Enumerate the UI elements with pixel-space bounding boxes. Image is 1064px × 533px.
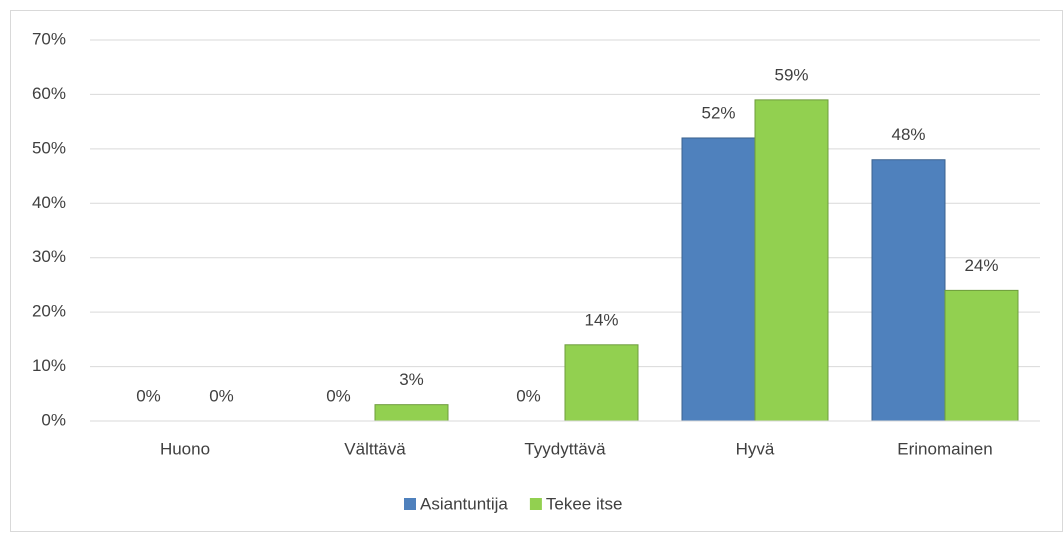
- bar: [681, 137, 756, 422]
- data-label: 0%: [516, 386, 541, 405]
- bar: [754, 99, 829, 422]
- x-tick-label: Erinomainen: [897, 439, 992, 458]
- data-label: 59%: [774, 65, 808, 84]
- data-label: 0%: [136, 386, 161, 405]
- data-label: 0%: [326, 386, 351, 405]
- bar: [944, 289, 1019, 422]
- x-tick-label: Hyvä: [736, 439, 775, 458]
- data-label: 48%: [891, 125, 925, 144]
- data-label: 0%: [209, 386, 234, 405]
- y-tick-label: 20%: [32, 302, 66, 321]
- y-tick-label: 50%: [32, 138, 66, 157]
- bar: [374, 404, 449, 422]
- legend-label: Asiantuntija: [420, 494, 508, 513]
- x-tick-label: Huono: [160, 439, 210, 458]
- legend-swatch: [404, 498, 416, 510]
- bar: [871, 159, 946, 422]
- legend-label: Tekee itse: [546, 494, 623, 513]
- x-tick-label: Välttävä: [344, 439, 406, 458]
- x-tick-label: Tyydyttävä: [524, 439, 606, 458]
- legend-swatch: [529, 498, 542, 510]
- data-label: 3%: [399, 370, 424, 389]
- y-tick-label: 60%: [32, 84, 66, 103]
- y-tick-label: 10%: [32, 356, 66, 375]
- data-label: 24%: [964, 256, 998, 275]
- bar: [564, 344, 639, 422]
- y-tick-label: 30%: [32, 247, 66, 266]
- y-tick-label: 70%: [32, 29, 66, 48]
- y-tick-label: 40%: [32, 193, 66, 212]
- data-label: 52%: [701, 103, 735, 122]
- data-label: 14%: [584, 310, 618, 329]
- y-tick-label: 0%: [41, 410, 66, 429]
